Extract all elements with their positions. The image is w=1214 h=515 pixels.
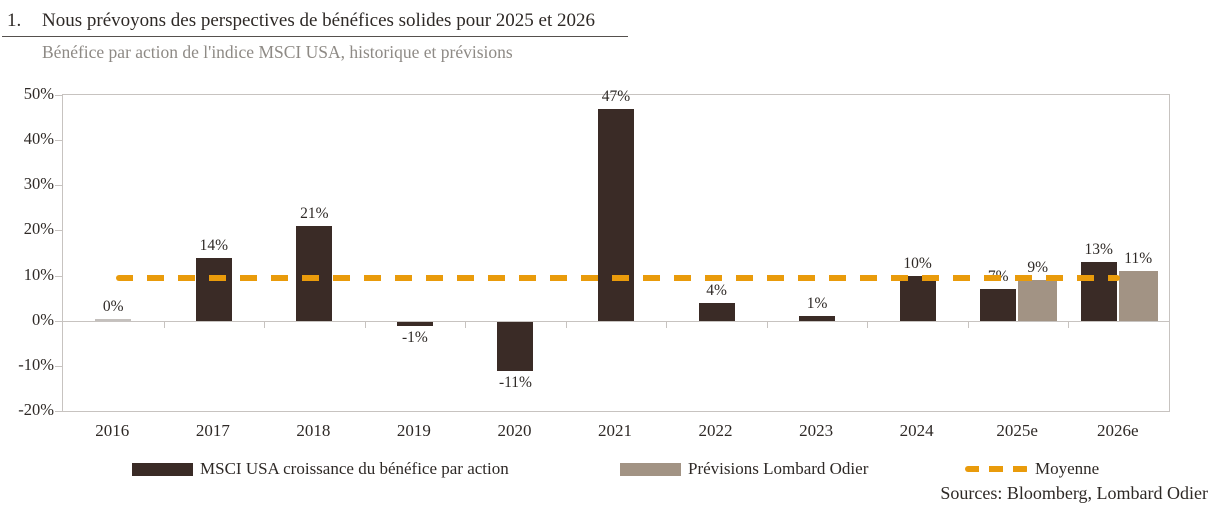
x-axis-label: 2020 (497, 421, 532, 440)
legend-item-forecast: Prévisions Lombard Odier (620, 458, 868, 480)
y-axis-tick (55, 275, 62, 277)
bar (1118, 271, 1158, 321)
legend-item-average: Moyenne (965, 458, 1099, 480)
plot-area: 0%14%21%-1%-11%47%4%1%10%7%9%13%11% (55, 88, 1170, 412)
y-axis-tick (55, 140, 62, 142)
y-axis-label: 20% (23, 219, 54, 239)
y-axis-label: -20% (18, 400, 54, 419)
dashed-line-icon (965, 466, 1029, 472)
y-axis-label: 0% (32, 309, 54, 329)
bar-value-label: 21% (300, 204, 329, 222)
x-axis-tick (565, 320, 567, 328)
bar-value-label: 11% (1124, 250, 1153, 268)
bar (980, 289, 1017, 321)
bar-value-label: 10% (903, 254, 932, 272)
x-axis-label: 2016 (95, 421, 130, 440)
x-axis-label: 2022 (698, 421, 733, 440)
bar (1018, 280, 1058, 321)
x-axis-tick (1068, 320, 1070, 328)
x-axis-tick (465, 320, 467, 328)
source-note: Sources: Bloomberg, Lombard Odier (940, 483, 1208, 503)
legend-label-forecast: Prévisions Lombard Odier (688, 459, 869, 478)
y-axis-tick (55, 230, 62, 232)
chart-legend: MSCI USA croissance du bénéfice par acti… (0, 458, 1214, 480)
bar-value-label: 14% (199, 236, 229, 254)
y-axis-label: 40% (23, 129, 54, 149)
bar-value-label: -1% (401, 329, 428, 347)
x-axis-label: 2025e (996, 421, 1038, 440)
bar-value-label: -11% (498, 374, 532, 392)
legend-item-historical: MSCI USA croissance du bénéfice par acti… (132, 458, 509, 480)
y-axis-tick (55, 320, 62, 322)
y-axis-tick (55, 365, 62, 367)
bar (598, 108, 634, 321)
x-axis-label: 2017 (195, 421, 230, 440)
x-axis-tick (867, 320, 869, 328)
bar (799, 316, 836, 321)
x-axis-tick (666, 320, 668, 328)
average-line (116, 274, 1120, 281)
title-underline (2, 36, 628, 37)
bar-value-label: 47% (601, 87, 631, 105)
x-axis-tick (364, 320, 366, 328)
y-axis-label: -10% (18, 354, 54, 374)
bar (195, 257, 232, 321)
legend-label-historical: MSCI USA croissance du bénéfice par acti… (200, 459, 509, 478)
bar (1080, 262, 1117, 321)
bar (497, 321, 534, 372)
bar (95, 318, 132, 321)
x-axis-tick (766, 320, 768, 328)
y-axis-tick (55, 411, 62, 412)
bar (396, 321, 433, 327)
legend-swatch-historical (132, 462, 193, 476)
x-axis-label: 2023 (799, 421, 834, 440)
x-axis-label: 2019 (396, 421, 431, 440)
figure-number: 1. (7, 10, 22, 31)
bar-value-label: 0% (102, 297, 124, 315)
x-axis-tick (264, 320, 266, 328)
zero-axis-line (63, 320, 1169, 322)
x-axis-label: 2026e (1096, 421, 1139, 440)
y-axis-label: 10% (23, 264, 54, 284)
chart-title: Nous prévoyons des perspectives de bénéf… (42, 10, 595, 31)
x-axis-tick (163, 320, 165, 328)
bar-value-label: 4% (706, 281, 727, 299)
bar (296, 225, 333, 321)
x-axis-label: 2021 (598, 421, 632, 440)
legend-label-average: Moyenne (1035, 459, 1100, 478)
x-axis-label: 2018 (296, 421, 331, 440)
bar-value-label: 13% (1084, 241, 1113, 259)
bar (698, 302, 735, 321)
y-axis-label: 30% (23, 174, 54, 194)
y-axis-tick (55, 95, 62, 96)
x-axis-label: 2024 (899, 421, 934, 440)
bar-value-label: 1% (806, 295, 828, 313)
bar (899, 275, 936, 321)
y-axis-label: 50% (23, 84, 54, 103)
legend-swatch-forecast (620, 462, 681, 476)
y-axis-tick (55, 185, 62, 187)
x-axis-tick (967, 320, 969, 328)
chart-subtitle: Bénéfice par action de l'indice MSCI USA… (42, 42, 513, 62)
bar-value-label: 9% (1027, 259, 1048, 277)
